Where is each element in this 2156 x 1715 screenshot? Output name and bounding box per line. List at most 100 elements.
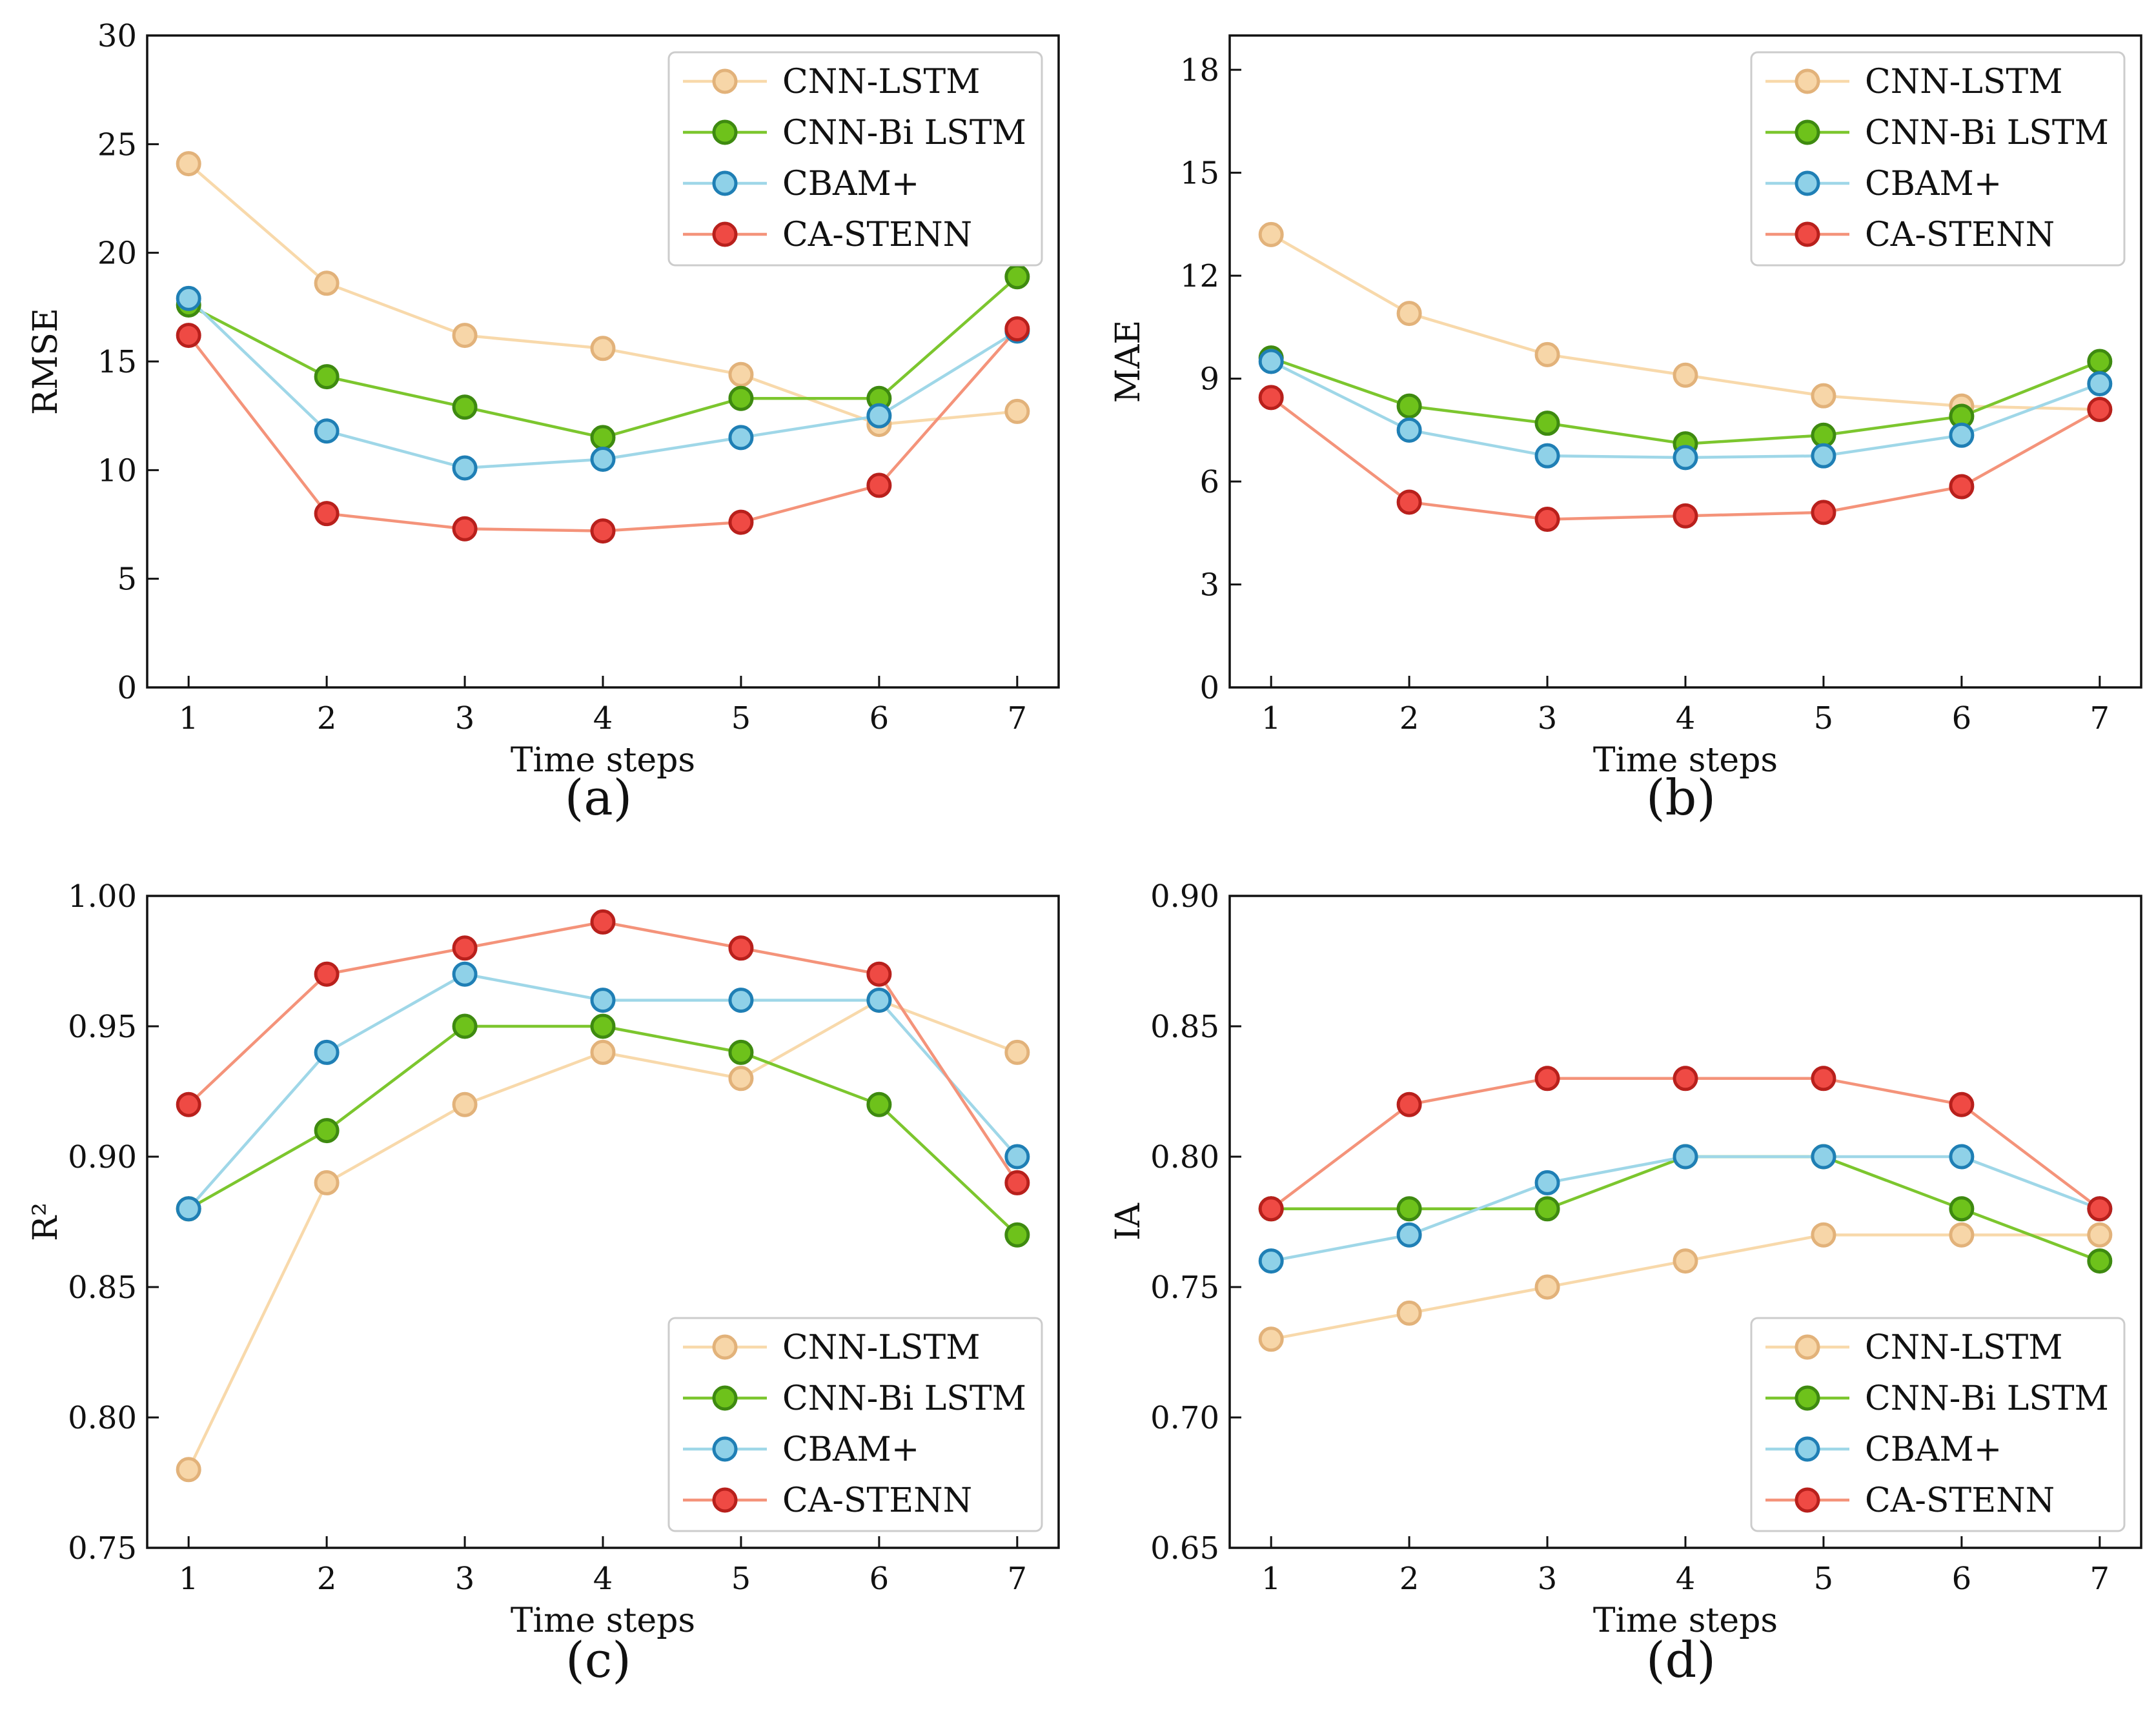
data-point <box>1258 349 1284 374</box>
y-tick-label: 0 <box>117 670 137 706</box>
legend-entry: CNN-Bi LSTM <box>1765 114 2109 152</box>
legend-label: CNN-LSTM <box>782 63 980 101</box>
legend-marker <box>712 1385 738 1411</box>
y-tick-label: 0.70 <box>1150 1400 1219 1436</box>
data-point <box>1534 341 1560 367</box>
data-point <box>1258 1326 1284 1352</box>
data-point <box>452 455 478 481</box>
data-point <box>1258 1248 1284 1274</box>
legend-marker <box>712 1334 738 1360</box>
data-point <box>176 1457 201 1483</box>
legend-marker <box>1795 1385 1820 1411</box>
y-tick-label: 5 <box>117 562 137 598</box>
data-point <box>1258 1196 1284 1222</box>
data-point <box>728 1039 754 1065</box>
legend-entry: CNN-LSTM <box>683 63 980 101</box>
y-tick-label: 0.90 <box>1150 878 1219 915</box>
panel-caption: (c) <box>565 1631 631 1689</box>
legend-entry: CNN-LSTM <box>1765 1328 2062 1367</box>
legend-label: CNN-Bi LSTM <box>1865 1379 2109 1418</box>
x-tick-label: 2 <box>317 700 337 736</box>
y-tick-label: 18 <box>1180 52 1219 88</box>
x-tick-label: 6 <box>1952 700 1972 736</box>
data-point <box>728 361 754 387</box>
legend-marker <box>712 170 738 196</box>
data-point <box>314 1118 340 1144</box>
y-tick-label: 0.65 <box>1150 1530 1219 1567</box>
x-axis-title: Time steps <box>511 741 695 780</box>
y-tick-label: 0.85 <box>68 1270 137 1306</box>
x-axis-title: Time steps <box>511 1601 695 1640</box>
legend-entry: CA-STENN <box>1765 1481 2055 1520</box>
data-point <box>590 518 616 544</box>
data-point <box>1811 1222 1836 1248</box>
data-point <box>176 323 201 349</box>
panel-caption: (b) <box>1646 769 1716 826</box>
x-axis-title: Time steps <box>1593 1601 1778 1640</box>
data-point <box>1949 422 1975 448</box>
y-axis-title: MAE <box>1109 320 1148 403</box>
panel-1: 1 2 3 4 5 6 7 0 5 10 15 20 25 30 Time steps RMSE (a) CNN-… <box>26 18 1060 826</box>
data-point <box>1396 1222 1422 1248</box>
plot-frame <box>1228 34 2142 689</box>
legend-marker <box>1795 68 1820 94</box>
data-point <box>1004 316 1030 341</box>
y-tick-label: 30 <box>97 18 137 54</box>
data-point <box>728 988 754 1013</box>
legend-entry: CNN-Bi LSTM <box>683 1379 1026 1418</box>
x-tick-label: 3 <box>455 700 475 736</box>
data-point <box>728 935 754 961</box>
data-point <box>1673 1248 1698 1274</box>
data-point <box>1811 1066 1836 1091</box>
legend-label: CA-STENN <box>1865 1481 2055 1520</box>
data-point <box>176 285 201 311</box>
data-point <box>314 961 340 987</box>
data-point <box>590 988 616 1013</box>
data-point <box>1004 1039 1030 1065</box>
plot-frame <box>146 34 1060 689</box>
data-point <box>1673 362 1698 388</box>
y-tick-label: 15 <box>1180 156 1219 192</box>
series-line-cnn-bi-lstm <box>1271 1155 2100 1263</box>
data-point <box>176 1091 201 1117</box>
x-tick-label: 1 <box>1261 1561 1281 1597</box>
legend: CNN-LSTM CNN-Bi LSTM CBAM+ CA-STENN <box>1750 51 2126 267</box>
data-point <box>1673 503 1698 529</box>
data-point <box>590 336 616 361</box>
legend-marker <box>712 1487 738 1513</box>
data-point <box>1534 507 1560 533</box>
data-point <box>590 1039 616 1065</box>
data-point <box>1673 445 1698 471</box>
data-point <box>1004 1170 1030 1195</box>
legend-label: CA-STENN <box>782 216 972 254</box>
legend-label: CBAM+ <box>1865 1430 2002 1469</box>
legend-entry: CA-STENN <box>683 1481 972 1520</box>
data-point <box>2087 371 2113 397</box>
x-tick-label: 4 <box>593 1561 613 1597</box>
data-point <box>866 472 892 498</box>
legend-marker <box>1795 221 1820 247</box>
x-tick-label: 3 <box>455 1561 475 1597</box>
x-tick-label: 4 <box>1676 1561 1696 1597</box>
x-tick-label: 5 <box>731 700 751 736</box>
y-tick-label: 6 <box>1199 464 1219 500</box>
legend-entry: CNN-LSTM <box>1765 63 2062 101</box>
data-point <box>452 935 478 961</box>
x-tick-label: 7 <box>1008 1561 1028 1597</box>
data-point <box>1534 1066 1560 1091</box>
legend-entry: CNN-LSTM <box>683 1328 980 1367</box>
data-point <box>866 988 892 1013</box>
legend-label: CNN-LSTM <box>782 1328 980 1367</box>
data-point <box>314 418 340 444</box>
legend-entry: CA-STENN <box>1765 216 2055 254</box>
data-point <box>452 1091 478 1117</box>
legend-entry: CNN-Bi LSTM <box>683 114 1026 152</box>
data-point <box>728 1066 754 1091</box>
y-tick-label: 15 <box>97 344 137 380</box>
data-point <box>1004 398 1030 424</box>
legend-marker <box>1795 1436 1820 1462</box>
plot-frame <box>146 895 1060 1549</box>
legend-marker <box>1795 1334 1820 1360</box>
y-tick-label: 0.80 <box>68 1400 137 1436</box>
x-tick-label: 6 <box>870 700 890 736</box>
